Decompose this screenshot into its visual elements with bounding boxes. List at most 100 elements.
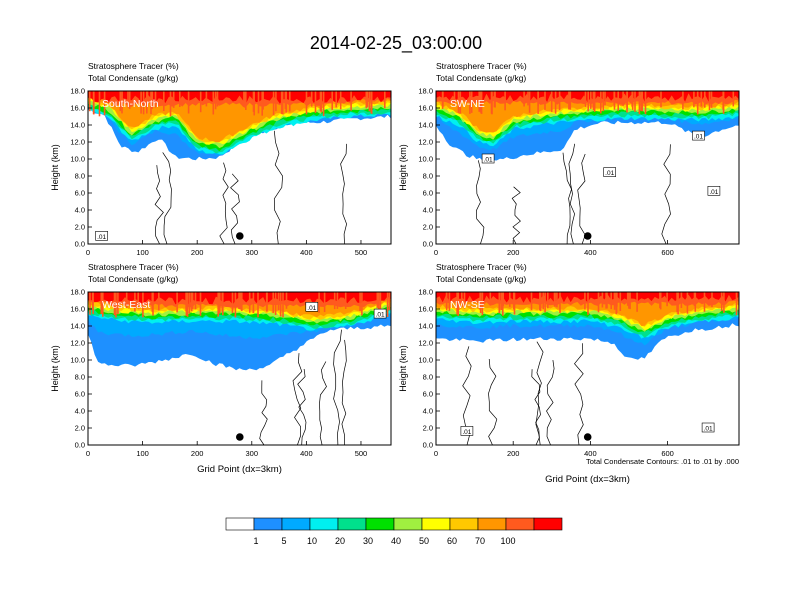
contour-label: .01 xyxy=(484,157,493,164)
x-tick-label: 400 xyxy=(584,449,597,458)
y-tick-label: 18.0 xyxy=(70,87,85,96)
panel-subtitle-condensate: Total Condensate (g/kg) xyxy=(436,274,526,284)
colorbar-swatch xyxy=(253,517,283,531)
plot-frame xyxy=(87,291,392,446)
y-tick-label: 8.0 xyxy=(75,172,85,181)
colorbar-swatch xyxy=(393,517,423,531)
y-tick-label: 12.0 xyxy=(70,138,85,147)
colorbar-swatch xyxy=(337,517,367,531)
colorbar-label: 5 xyxy=(281,536,286,546)
contour-label: .01 xyxy=(307,305,316,312)
colorbar-swatch xyxy=(421,517,451,531)
y-tick-label: 2.0 xyxy=(75,424,85,433)
colorbar-swatch xyxy=(505,517,535,531)
x-tick-label: 300 xyxy=(246,248,259,257)
location-marker xyxy=(236,232,244,240)
location-marker xyxy=(236,433,244,441)
y-tick-label: 2.0 xyxy=(423,424,433,433)
y-tick-label: 18.0 xyxy=(70,288,85,297)
x-axis-label: Grid Point (dx=3km) xyxy=(545,474,630,485)
x-tick-label: 100 xyxy=(136,248,149,257)
y-tick-label: 0.0 xyxy=(423,240,433,249)
x-tick-label: 300 xyxy=(246,449,259,458)
y-tick-label: 16.0 xyxy=(418,305,433,314)
y-tick-label: 0.0 xyxy=(75,441,85,450)
y-tick-label: 6.0 xyxy=(75,189,85,198)
contour-label: .01 xyxy=(694,134,703,141)
panel-2: Stratosphere Tracer (%) Total Condensate … xyxy=(398,61,740,257)
condensate-contours xyxy=(462,341,584,445)
y-tick-label: 18.0 xyxy=(418,288,433,297)
x-tick-label: 400 xyxy=(584,248,597,257)
panel-subtitle-condensate: Total Condensate (g/kg) xyxy=(436,73,526,83)
colorbar-swatch xyxy=(225,517,255,531)
plot-frame xyxy=(87,90,392,245)
y-tick-label: 8.0 xyxy=(423,373,433,382)
condensate-contours xyxy=(476,143,671,244)
y-tick-label: 10.0 xyxy=(70,155,85,164)
tracer-field xyxy=(436,91,739,244)
tracer-field xyxy=(436,292,739,445)
x-tick-label: 200 xyxy=(191,248,204,257)
y-tick-label: 12.0 xyxy=(70,339,85,348)
y-tick-label: 14.0 xyxy=(70,121,85,130)
panel-subtitle-condensate: Total Condensate (g/kg) xyxy=(88,274,178,284)
contour-label-box xyxy=(95,231,108,241)
contour-label: .01 xyxy=(605,170,614,177)
y-tick-label: 10.0 xyxy=(418,155,433,164)
colorbar-swatch xyxy=(309,517,339,531)
panel-direction-label: West-East xyxy=(102,299,150,311)
x-tick-label: 400 xyxy=(300,449,313,458)
colorbar-swatch xyxy=(533,517,563,531)
figure-title: 2014-02-25_03:00:00 xyxy=(310,33,482,54)
x-tick-label: 200 xyxy=(191,449,204,458)
contour-label-box xyxy=(692,130,705,141)
y-tick-label: 12.0 xyxy=(418,138,433,147)
condensate-contours xyxy=(154,130,347,244)
y-tick-label: 14.0 xyxy=(418,121,433,130)
panel-1: Stratosphere Tracer (%) Total Condensate … xyxy=(50,61,392,257)
contour-label: .01 xyxy=(462,429,471,436)
y-tick-label: 0.0 xyxy=(75,240,85,249)
y-axis-label: Height (km) xyxy=(398,345,408,392)
y-axis-label: Height (km) xyxy=(50,345,60,392)
y-tick-label: 8.0 xyxy=(423,172,433,181)
contour-label-box xyxy=(603,167,617,177)
contour-label-box xyxy=(373,308,387,319)
contour-label: .01 xyxy=(376,312,385,319)
x-tick-label: 200 xyxy=(507,449,520,458)
x-tick-label: 400 xyxy=(300,248,313,257)
contour-label-box xyxy=(460,426,474,436)
y-tick-label: 16.0 xyxy=(70,305,85,314)
panel-3: Stratosphere Tracer (%) Total Condensate … xyxy=(50,262,392,475)
panel-subtitle-tracer: Stratosphere Tracer (%) xyxy=(88,61,179,71)
y-tick-label: 10.0 xyxy=(70,356,85,365)
x-tick-label: 0 xyxy=(86,449,90,458)
x-tick-label: 600 xyxy=(661,248,674,257)
tracer-band-11 xyxy=(88,292,391,305)
colorbar-swatch xyxy=(365,517,395,531)
contour-label: .01 xyxy=(704,426,713,433)
y-tick-label: 12.0 xyxy=(418,339,433,348)
plot-frame xyxy=(435,90,740,245)
location-marker xyxy=(583,232,592,240)
x-tick-label: 200 xyxy=(507,248,520,257)
x-tick-label: 0 xyxy=(86,248,90,257)
x-tick-label: 0 xyxy=(434,449,438,458)
colorbar-label: 50 xyxy=(419,536,429,546)
y-tick-label: 4.0 xyxy=(423,407,433,416)
y-tick-label: 0.0 xyxy=(423,441,433,450)
colorbar-label: 20 xyxy=(335,536,345,546)
y-tick-label: 4.0 xyxy=(75,407,85,416)
y-tick-label: 8.0 xyxy=(75,373,85,382)
x-tick-label: 500 xyxy=(355,248,368,257)
y-tick-label: 2.0 xyxy=(75,223,85,232)
y-tick-label: 4.0 xyxy=(75,206,85,215)
panels: Stratosphere Tracer (%) Total Condensate … xyxy=(50,61,740,485)
location-marker xyxy=(583,433,592,441)
colorbar-label: 100 xyxy=(500,536,515,546)
colorbar: 1 5 10 20 30 40 50 60 70 100 xyxy=(225,517,563,546)
y-tick-label: 6.0 xyxy=(75,390,85,399)
plot-frame xyxy=(435,291,740,446)
